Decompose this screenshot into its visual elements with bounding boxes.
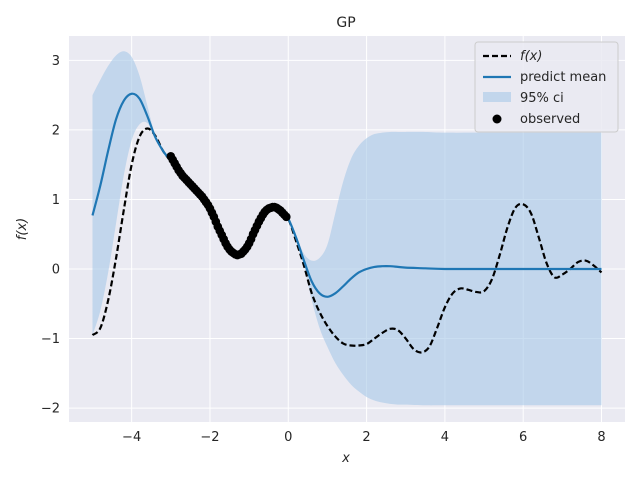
x-tick-label: −2: [200, 430, 219, 445]
legend-label-fx: f(x): [520, 49, 542, 64]
x-tick-label: 2: [362, 430, 370, 445]
x-tick-label: −4: [122, 430, 141, 445]
y-tick-label: 3: [52, 54, 60, 69]
y-tick-label: −2: [41, 402, 60, 417]
x-tick-label: 4: [441, 430, 449, 445]
x-axis-label: x: [341, 451, 350, 466]
legend-swatch-ci: [483, 92, 511, 102]
observed-points: [166, 152, 291, 260]
x-tick-label: 8: [597, 430, 605, 445]
legend-item-fx: f(x): [483, 49, 542, 64]
x-tick-label: 0: [284, 430, 292, 445]
tick-labels: −4 −2 0 2 4 6 8 −2 −1 0 1 2 3: [41, 54, 606, 445]
y-tick-label: 2: [52, 123, 60, 138]
legend-swatch-observed: [492, 114, 502, 124]
x-tick-label: 6: [519, 430, 527, 445]
legend: f(x) predict mean 95% ci observed: [474, 41, 619, 133]
legend-item-ci: 95% ci: [483, 91, 564, 106]
ci-band-layer: [92, 51, 602, 406]
chart-title: GP: [336, 15, 355, 31]
y-tick-label: −1: [41, 332, 60, 347]
legend-item-predict-mean: predict mean: [483, 70, 606, 85]
legend-box: [474, 41, 619, 133]
legend-label-mean: predict mean: [520, 70, 606, 85]
y-tick-label: 0: [52, 262, 60, 277]
legend-label-observed: observed: [520, 112, 580, 127]
legend-label-ci: 95% ci: [520, 91, 564, 106]
legend-item-observed: observed: [492, 112, 580, 127]
y-tick-label: 1: [52, 193, 60, 208]
ci-band: [92, 51, 602, 406]
observed-point: [282, 212, 291, 222]
y-axis-label: f(x): [15, 218, 30, 240]
